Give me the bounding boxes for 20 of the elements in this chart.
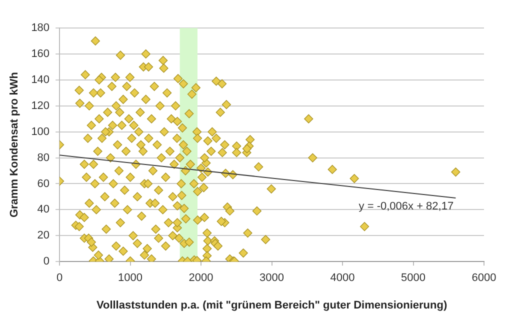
x-tick-label: 6000 — [472, 272, 496, 284]
y-tick-label: 140 — [31, 74, 50, 86]
y-tick-label: 40 — [37, 204, 50, 216]
x-tick-label: 0 — [56, 272, 63, 284]
y-axis-title: Gramm Kondensat pro kWh — [8, 72, 21, 218]
annotation: y = -0,006x + 82,17 — [358, 200, 454, 213]
x-tick-label: 5000 — [401, 272, 426, 284]
y-tick-label: 100 — [31, 126, 50, 138]
x-tick-label: 4000 — [330, 272, 355, 284]
y-tick-label: 80 — [37, 152, 50, 164]
y-tick-label: 60 — [37, 178, 50, 190]
y-tick-label: 0 — [43, 256, 50, 268]
y-tick-label: 20 — [37, 230, 50, 242]
x-tick-label: 3000 — [260, 272, 284, 284]
y-tick-label: 180 — [31, 22, 50, 34]
y-tick-label: 160 — [31, 48, 50, 60]
y-tick-label: 120 — [31, 100, 50, 112]
x-tick-label: 2000 — [188, 272, 214, 284]
x-tick-label: 1000 — [118, 272, 143, 284]
x-axis-title: Volllaststunden p.a. (mit "grünem Bereich" guter Dimensionierung) — [96, 299, 448, 312]
